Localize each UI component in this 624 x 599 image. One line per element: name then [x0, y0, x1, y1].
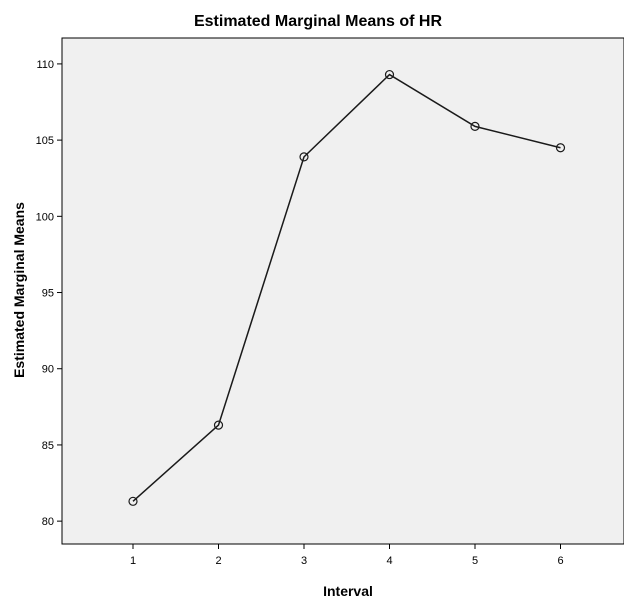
y-tick-label-85: 85 [42, 440, 54, 452]
data-point-2 [213, 420, 224, 430]
series-line-group [128, 69, 566, 506]
y-tick-label-80: 80 [42, 516, 54, 528]
x-tick-label-4: 4 [386, 555, 392, 567]
y-tick-label-90: 90 [42, 364, 54, 376]
x-tick-label-2: 2 [215, 555, 221, 567]
x-tick-label-3: 3 [301, 555, 307, 567]
y-tick-label-100: 100 [36, 211, 54, 223]
plot-area [61, 37, 624, 545]
x-axis-title: Interval [323, 583, 373, 599]
y-tick-label-95: 95 [42, 288, 54, 300]
data-point-6 [555, 143, 566, 153]
y-axis: 80 85 90 95 100 105 110 [36, 59, 62, 528]
x-axis: 1 2 3 4 5 6 [130, 544, 564, 567]
series-line [132, 73, 561, 502]
x-tick-label-1: 1 [130, 555, 136, 567]
data-point-5 [470, 121, 480, 131]
y-axis-title: Estimated Marginal Means [11, 202, 27, 378]
x-tick-label-5: 5 [472, 555, 478, 567]
data-point-1 [128, 496, 138, 506]
data-point-3 [299, 152, 309, 162]
data-point-4 [384, 69, 395, 80]
x-tick-label-6: 6 [557, 555, 563, 567]
y-tick-label-105: 105 [36, 135, 54, 147]
chart-title: Estimated Marginal Means of HR [194, 13, 442, 30]
y-tick-label-110: 110 [36, 59, 54, 71]
